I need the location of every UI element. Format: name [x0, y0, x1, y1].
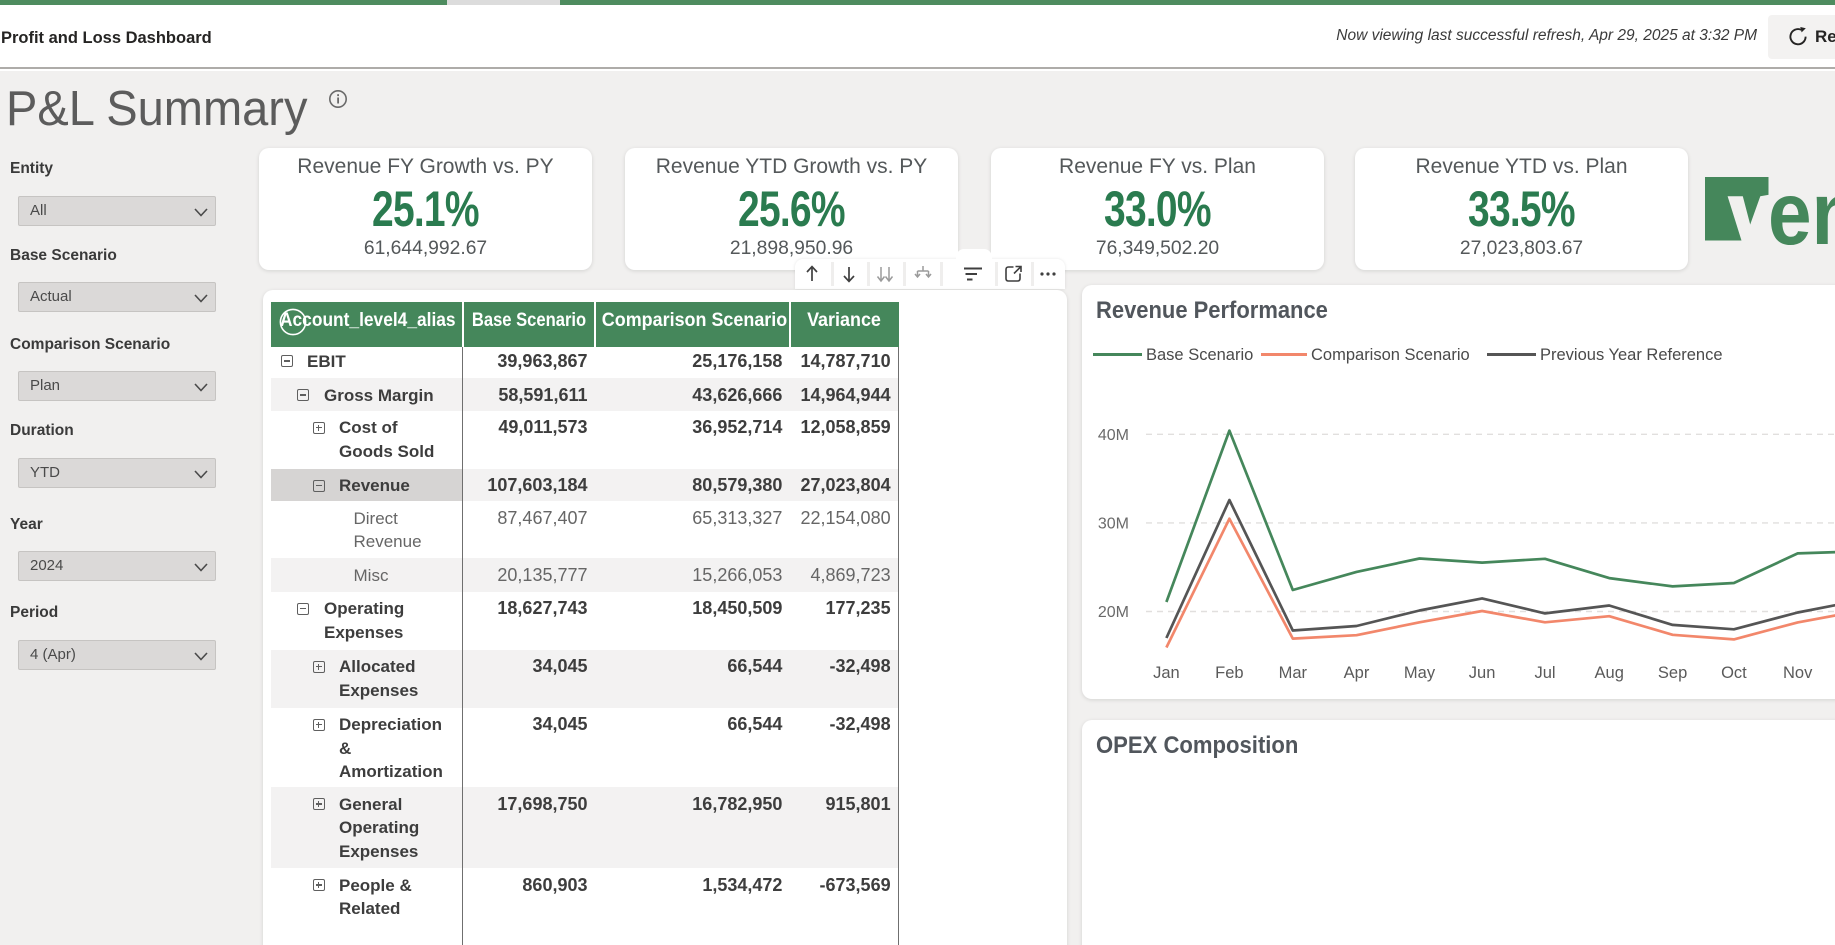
svg-text:Base Scenario: Base Scenario [1146, 346, 1253, 364]
svg-text:Feb: Feb [1215, 664, 1243, 682]
svg-text:Apr: Apr [1344, 664, 1370, 682]
svg-text:Jun: Jun [1469, 664, 1496, 682]
svg-text:Jan: Jan [1153, 664, 1180, 682]
svg-text:Sep: Sep [1658, 664, 1687, 682]
svg-text:Oct: Oct [1721, 664, 1747, 682]
svg-text:Jul: Jul [1534, 664, 1555, 682]
svg-text:May: May [1404, 664, 1436, 682]
svg-text:30M: 30M [1098, 515, 1129, 532]
svg-text:Nov: Nov [1783, 664, 1813, 682]
svg-text:Mar: Mar [1279, 664, 1308, 682]
svg-text:Previous Year Reference: Previous Year Reference [1540, 346, 1723, 364]
svg-text:Aug: Aug [1595, 664, 1624, 682]
svg-text:Comparison Scenario: Comparison Scenario [1311, 346, 1470, 364]
svg-text:20M: 20M [1098, 604, 1129, 621]
svg-text:40M: 40M [1098, 427, 1129, 444]
